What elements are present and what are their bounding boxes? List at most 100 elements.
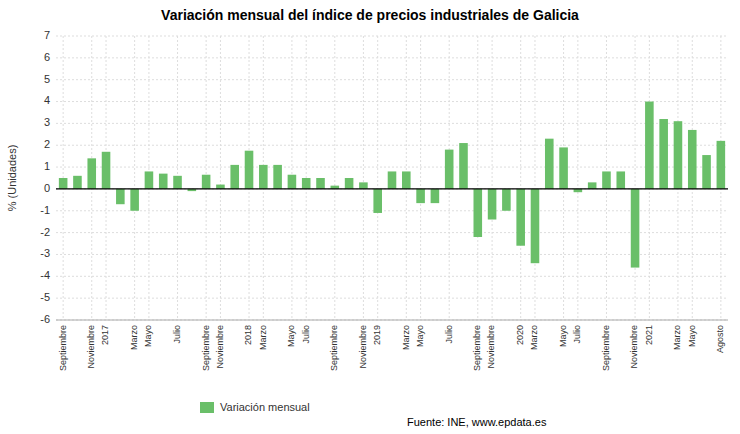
y-tick-label: 4 <box>44 94 50 106</box>
x-tick-label: Mayo <box>286 325 296 347</box>
grid-line-y <box>56 298 728 299</box>
y-tick-label: 6 <box>44 51 50 63</box>
grid-line-x <box>577 36 578 320</box>
y-tick-label: -1 <box>40 204 50 216</box>
y-tick-label: -3 <box>40 247 50 259</box>
grid-line-x <box>420 36 421 320</box>
bar <box>674 121 683 189</box>
x-tick-label: Julio <box>301 325 311 344</box>
x-tick-label: 2019 <box>372 325 382 345</box>
bar <box>602 171 611 188</box>
y-tick-label: 1 <box>44 160 50 172</box>
y-tick-label: 5 <box>44 73 50 85</box>
bar <box>431 189 440 203</box>
x-tick-label: Septiembre <box>472 325 482 371</box>
x-tick-label: 2021 <box>644 325 654 345</box>
legend-swatch <box>200 402 214 413</box>
bar <box>631 189 640 268</box>
bar <box>87 158 96 189</box>
x-tick-label: Agosto <box>715 325 725 353</box>
y-tick-label: -2 <box>40 226 50 238</box>
bar <box>516 189 525 246</box>
y-tick-label: -5 <box>40 291 50 303</box>
bar <box>316 178 325 189</box>
grid-line-y <box>56 167 728 168</box>
y-tick-label: 2 <box>44 138 50 150</box>
grid-line-y <box>56 188 728 189</box>
x-tick-label: Marzo <box>672 325 682 350</box>
bar <box>59 178 68 189</box>
bar <box>588 182 597 189</box>
grid-line-y <box>56 320 728 321</box>
bar <box>259 165 268 189</box>
x-tick-label: Noviembre <box>629 325 639 369</box>
y-tick-label: -4 <box>40 269 50 281</box>
x-tick-label: Julio <box>444 325 454 344</box>
bar <box>702 155 711 189</box>
y-tick-label: 0 <box>44 182 50 194</box>
grid-line-x <box>520 36 521 320</box>
title: Variación mensual del índice de precios … <box>161 7 579 23</box>
grid-line-x <box>477 36 478 320</box>
bar <box>488 189 497 220</box>
bar <box>473 189 482 237</box>
x-tick-label: Septiembre <box>329 325 339 371</box>
bar <box>145 171 154 188</box>
grid-line-y <box>56 232 728 233</box>
bar <box>216 185 225 189</box>
bar <box>717 141 726 189</box>
grid-line-y <box>56 79 728 80</box>
grid-line-x <box>134 36 135 320</box>
bar <box>130 189 139 211</box>
x-tick-label: Marzo <box>258 325 268 350</box>
bar <box>416 189 425 203</box>
x-tick-label: Marzo <box>529 325 539 350</box>
bar <box>273 165 282 189</box>
bar <box>459 143 468 189</box>
x-tick-label: Septiembre <box>58 325 68 371</box>
grid-line-x <box>220 36 221 320</box>
bar <box>688 130 697 189</box>
bar <box>245 151 254 189</box>
legend-label: Variación mensual <box>220 401 310 413</box>
bars <box>59 102 725 268</box>
bar <box>388 171 397 188</box>
bar <box>230 165 239 189</box>
grid-line-x <box>492 36 493 320</box>
x-tick-label: Mayo <box>687 325 697 347</box>
y-axis-label: % (Unidades) <box>6 145 18 212</box>
chart: -6-5-4-3-2-101234567% (Unidades)Septiemb… <box>0 0 740 434</box>
grid-line-x <box>377 36 378 320</box>
x-tick-label: Septiembre <box>601 325 611 371</box>
bar <box>73 176 82 189</box>
x-tick-label: Septiembre <box>201 325 211 371</box>
x-tick-label: Mayo <box>558 325 568 347</box>
x-tick-label: 2017 <box>100 325 110 345</box>
bar <box>531 189 540 263</box>
x-tick-label: Marzo <box>129 325 139 350</box>
legend: Variación mensual <box>200 401 310 413</box>
bar <box>402 171 411 188</box>
bar <box>202 175 211 189</box>
bar <box>616 171 625 188</box>
x-tick-label: Julio <box>572 325 582 344</box>
bar <box>545 139 554 189</box>
source-note: Fuente: INE, www.epdata.es <box>407 416 547 428</box>
grid-line-y <box>56 123 728 124</box>
bar <box>102 152 111 189</box>
x-axis-line <box>56 320 728 321</box>
bar <box>359 182 368 189</box>
y-tick-label: 3 <box>44 116 50 128</box>
x-tick-label: Julio <box>172 325 182 344</box>
bar <box>659 119 668 189</box>
grid-line-x <box>635 36 636 320</box>
y-axis: -6-5-4-3-2-101234567 <box>40 29 50 325</box>
grid-line-y <box>56 101 728 102</box>
zero-line <box>56 188 728 189</box>
x-tick-label: Noviembre <box>215 325 225 369</box>
y-tick-label: 7 <box>44 29 50 41</box>
bar <box>645 102 654 189</box>
x-tick-label: Noviembre <box>358 325 368 369</box>
bar <box>502 189 511 211</box>
grid-line-x <box>334 36 335 320</box>
